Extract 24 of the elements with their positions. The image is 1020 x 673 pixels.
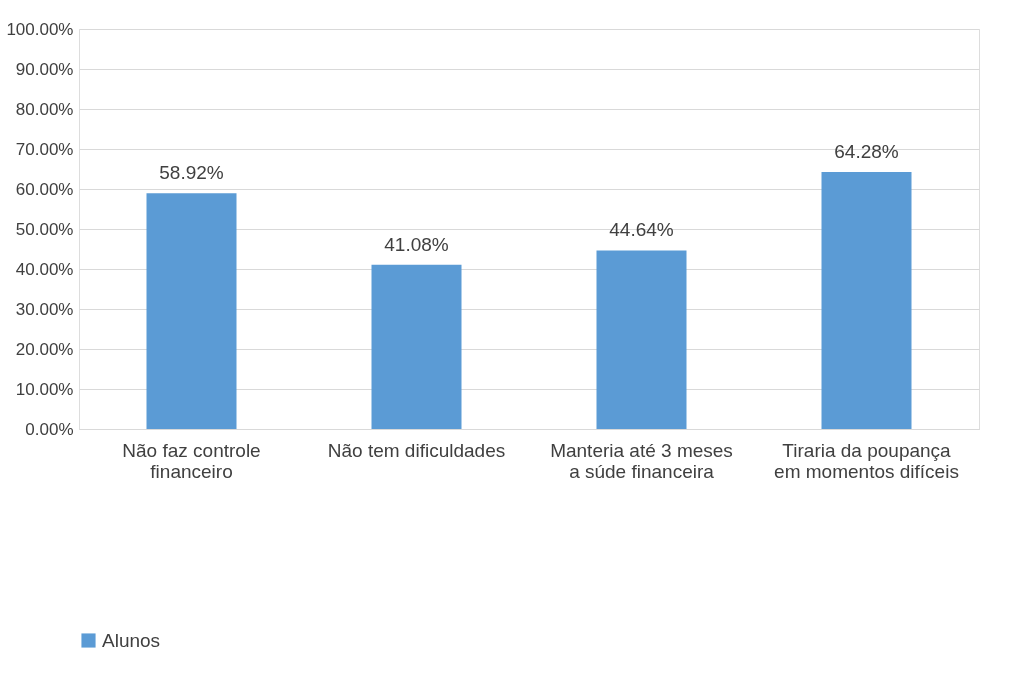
legend-label: Alunos: [102, 629, 161, 651]
bar: [596, 250, 687, 429]
y-tick-label: 90.00%: [15, 59, 74, 79]
data-label: 41.08%: [384, 233, 449, 255]
y-tick-label: 80.00%: [15, 99, 74, 119]
y-tick-label: 100.00%: [6, 19, 74, 39]
y-tick-label: 20.00%: [15, 339, 74, 359]
y-tick-label: 60.00%: [15, 179, 74, 199]
x-tick-label: Manteria até 3 meses a súde financeira: [550, 439, 733, 482]
x-tick-label: Não tem dificuldades: [327, 439, 506, 461]
y-tick-label: 50.00%: [15, 219, 74, 239]
y-tick-label: 10.00%: [15, 379, 74, 399]
x-tick-label: Não faz controle financeiro: [122, 439, 261, 482]
y-tick-label: 0.00%: [25, 419, 74, 439]
y-tick-label: 70.00%: [15, 139, 74, 159]
y-tick-label: 40.00%: [15, 259, 74, 279]
x-tick-label: Tiraria da poupança em momentos difíceis: [774, 439, 959, 482]
data-label: 58.92%: [159, 162, 224, 184]
y-tick-label: 30.00%: [15, 299, 74, 319]
data-label: 64.28%: [834, 140, 899, 162]
data-label: 44.64%: [609, 219, 674, 241]
bar: [146, 193, 237, 429]
bar: [821, 171, 912, 429]
bar: [371, 264, 462, 429]
